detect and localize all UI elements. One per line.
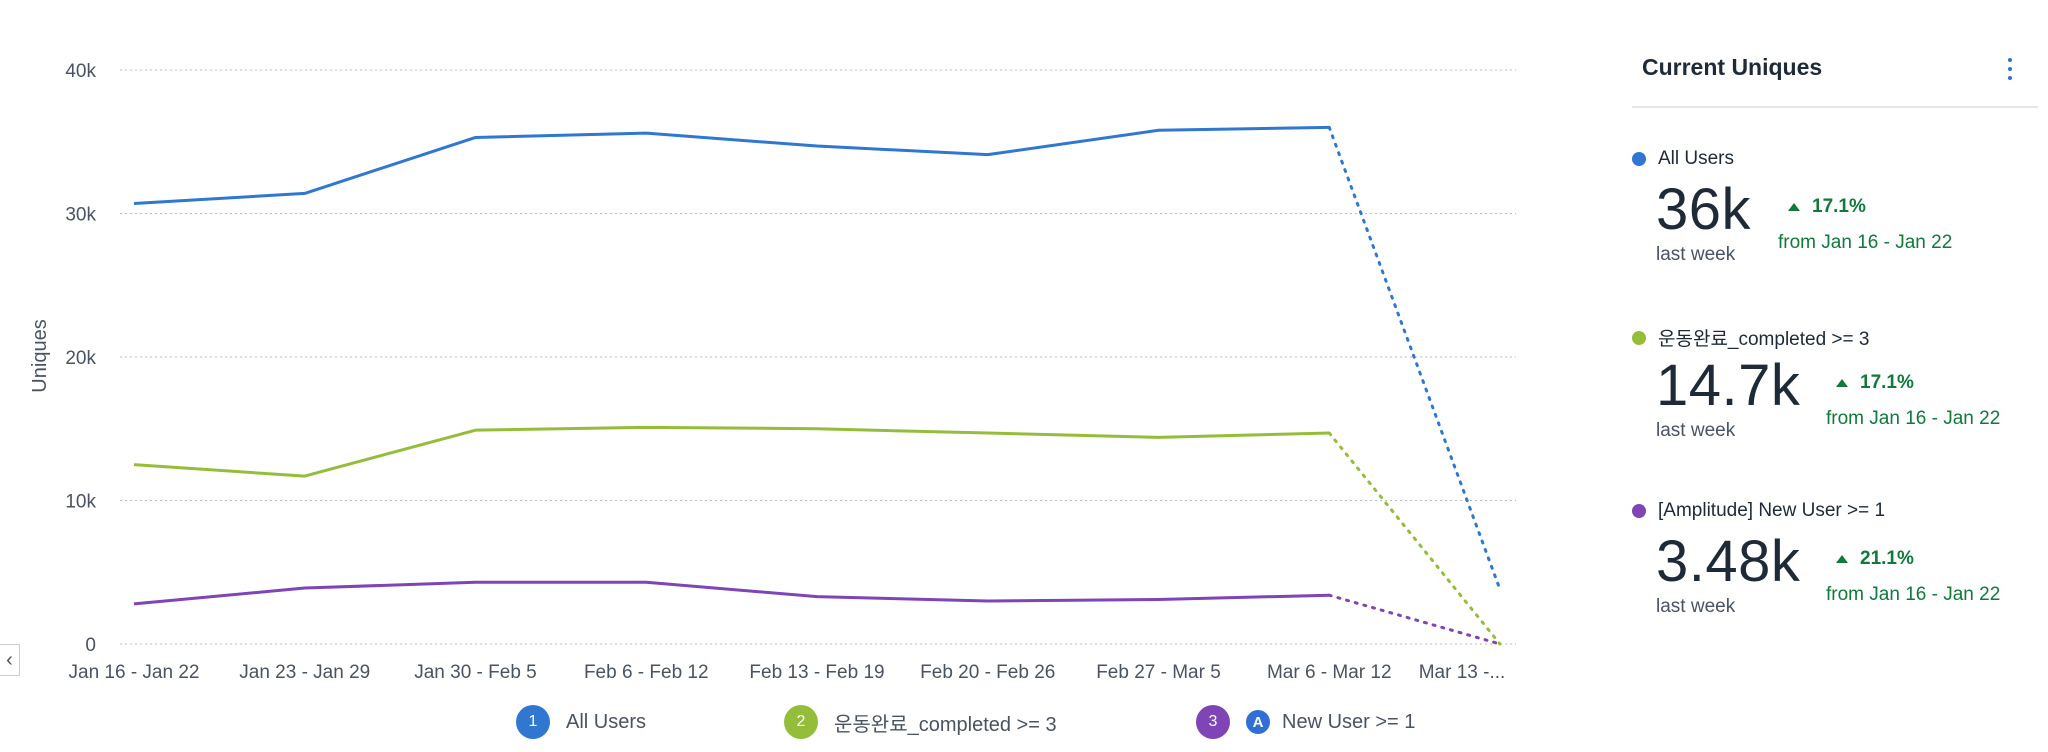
- legend-label: 운동완료_completed >= 3: [834, 713, 1057, 736]
- series-line-1[interactable]: [133, 125, 1330, 205]
- metric-change: 17.1%: [1788, 196, 1866, 218]
- legend-badge: 1: [516, 705, 550, 739]
- x-tick-label: Jan 30 - Feb 5: [414, 662, 537, 683]
- metric-value: 3.48k: [1656, 529, 1801, 594]
- arrow-up-icon: [1836, 379, 1848, 387]
- metric-change: 17.1%: [1836, 372, 1914, 394]
- series-color-dot: [1632, 504, 1646, 518]
- grid-lines: [120, 69, 1516, 645]
- current-uniques-panel: Current Uniques All Users 36k last week …: [1632, 0, 2038, 752]
- metric-period: last week: [1656, 244, 1736, 265]
- collapse-legend-button[interactable]: ‹: [0, 644, 20, 676]
- metric-value: 14.7k: [1656, 353, 1801, 418]
- series-incomplete-segment-3[interactable]: [1327, 593, 1502, 646]
- legend-item-completed[interactable]: 2 운동완료_completed >= 3: [784, 704, 1057, 740]
- legend-badge: 2: [784, 705, 818, 739]
- metric-period: last week: [1656, 596, 1736, 617]
- metric-all-users: All Users 36k last week 17.1% from Jan 1…: [1632, 148, 2038, 298]
- x-tick-label: Mar 6 - Mar 12: [1267, 662, 1392, 683]
- y-tick-label: 30k: [65, 205, 96, 226]
- x-tick-label: Feb 6 - Feb 12: [584, 662, 709, 683]
- amplitude-icon: A: [1246, 710, 1270, 734]
- legend-badge: 3: [1196, 705, 1230, 739]
- legend-label: New User >= 1: [1282, 710, 1416, 733]
- more-options-icon[interactable]: [2006, 58, 2014, 80]
- series-line-2[interactable]: [133, 425, 1330, 478]
- y-axis-ticks: 0 10k 20k 30k 40k: [65, 61, 96, 656]
- metric-compare: from Jan 16 - Jan 22: [1778, 232, 1953, 253]
- series-color-dot: [1632, 152, 1646, 166]
- metric-compare: from Jan 16 - Jan 22: [1826, 584, 2001, 605]
- y-tick-label: 20k: [65, 348, 96, 369]
- metric-period: last week: [1656, 420, 1736, 441]
- chevron-left-icon: ‹: [6, 648, 13, 671]
- series-lines: [133, 125, 1502, 646]
- legend-item-all-users[interactable]: 1 All Users: [516, 704, 646, 740]
- x-tick-label: Feb 20 - Feb 26: [920, 662, 1055, 683]
- y-axis-title: Uniques: [29, 319, 51, 392]
- metric-new-user: [Amplitude] New User >= 1 3.48k last wee…: [1632, 500, 2038, 650]
- metric-name: 운동완료_completed >= 3: [1658, 329, 1870, 350]
- metric-change: 21.1%: [1836, 548, 1914, 570]
- x-tick-label: Feb 27 - Mar 5: [1096, 662, 1221, 683]
- series-incomplete-segment-1[interactable]: [1327, 125, 1502, 591]
- metric-completed: 운동완료_completed >= 3 14.7k last week 17.1…: [1632, 324, 2038, 474]
- panel-header: Current Uniques: [1632, 48, 2038, 108]
- chart-legend: 1 All Users 2 운동완료_completed >= 3 3 A Ne…: [0, 704, 1540, 740]
- arrow-up-icon: [1836, 555, 1848, 563]
- series-line-3[interactable]: [133, 580, 1330, 606]
- legend-item-new-user[interactable]: 3 A New User >= 1: [1196, 704, 1415, 740]
- metric-compare: from Jan 16 - Jan 22: [1826, 408, 2001, 429]
- metric-name: [Amplitude] New User >= 1: [1658, 500, 1886, 521]
- y-tick-label: 0: [85, 635, 96, 656]
- line-chart: 0 10k 20k 30k 40k Jan 16 - Jan 22 Jan 23 - Ja…: [29, 61, 1516, 683]
- x-tick-label: Mar 13 -...: [1419, 662, 1506, 683]
- series-incomplete-segment-2[interactable]: [1327, 431, 1502, 646]
- metric-name: All Users: [1658, 148, 1735, 169]
- legend-label: All Users: [566, 710, 647, 733]
- series-color-dot: [1632, 330, 1646, 345]
- y-tick-label: 40k: [65, 61, 96, 82]
- x-tick-label: Jan 16 - Jan 22: [69, 662, 200, 683]
- panel-title: Current Uniques: [1642, 54, 1823, 80]
- arrow-up-icon: [1788, 203, 1800, 211]
- metric-value: 36k: [1656, 177, 1752, 242]
- x-tick-label: Jan 23 - Jan 29: [239, 662, 370, 683]
- x-tick-label: Feb 13 - Feb 19: [749, 662, 884, 683]
- x-axis-ticks: Jan 16 - Jan 22 Jan 23 - Jan 29 Jan 30 - F…: [69, 662, 1506, 683]
- y-tick-label: 10k: [65, 492, 96, 513]
